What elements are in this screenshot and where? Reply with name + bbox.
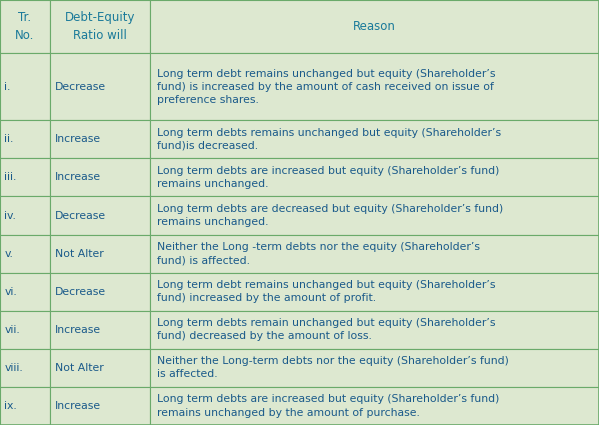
Text: Increase: Increase (55, 325, 101, 335)
Text: v.: v. (4, 249, 13, 258)
Bar (50, 196, 150, 235)
Bar (50, 387, 150, 425)
Text: Increase: Increase (55, 134, 101, 145)
Bar (0, 311, 50, 349)
Bar (50, 53, 150, 120)
Text: Tr.
No.: Tr. No. (16, 11, 35, 42)
Bar (0, 159, 50, 196)
Bar (150, 273, 599, 311)
Text: vii.: vii. (4, 325, 20, 335)
Bar (0, 53, 50, 120)
Text: Increase: Increase (55, 401, 101, 411)
Bar (50, 311, 150, 349)
Bar (50, 0, 150, 53)
Bar (0, 349, 50, 387)
Bar (50, 235, 150, 273)
Bar (0, 273, 50, 311)
Bar (150, 196, 599, 235)
Text: Neither the Long -term debts nor the equity (Shareholder’s
fund) is affected.: Neither the Long -term debts nor the equ… (157, 242, 480, 265)
Bar (150, 387, 599, 425)
Text: Increase: Increase (55, 173, 101, 182)
Text: Reason: Reason (353, 20, 396, 33)
Bar (150, 120, 599, 159)
Bar (50, 120, 150, 159)
Bar (50, 349, 150, 387)
Text: Long term debts are increased but equity (Shareholder’s fund)
remains unchanged.: Long term debts are increased but equity… (157, 166, 500, 189)
Text: Not Alter: Not Alter (55, 249, 104, 258)
Text: Debt-Equity
Ratio will: Debt-Equity Ratio will (65, 11, 135, 42)
Text: Long term debts are increased but equity (Shareholder’s fund)
remains unchanged : Long term debts are increased but equity… (157, 394, 500, 417)
Bar (150, 235, 599, 273)
Text: Decrease: Decrease (55, 210, 106, 221)
Bar (50, 273, 150, 311)
Text: iv.: iv. (4, 210, 16, 221)
Text: Long term debts remain unchanged but equity (Shareholder’s
fund) decreased by th: Long term debts remain unchanged but equ… (157, 318, 496, 341)
Text: Long term debts are decreased but equity (Shareholder’s fund)
remains unchanged.: Long term debts are decreased but equity… (157, 204, 504, 227)
Text: ix.: ix. (4, 401, 17, 411)
Text: Decrease: Decrease (55, 287, 106, 297)
Text: i.: i. (4, 82, 11, 92)
Text: vi.: vi. (4, 287, 17, 297)
Text: Not Alter: Not Alter (55, 363, 104, 373)
Text: Long term debt remains unchanged but equity (Shareholder’s
fund) is increased by: Long term debt remains unchanged but equ… (157, 68, 496, 105)
Bar (0, 0, 50, 53)
Bar (0, 196, 50, 235)
Bar (150, 0, 599, 53)
Bar (150, 311, 599, 349)
Bar (0, 120, 50, 159)
Bar (50, 159, 150, 196)
Text: Neither the Long-term debts nor the equity (Shareholder’s fund)
is affected.: Neither the Long-term debts nor the equi… (157, 356, 509, 380)
Bar (150, 159, 599, 196)
Text: ii.: ii. (4, 134, 14, 145)
Text: viii.: viii. (4, 363, 23, 373)
Bar (0, 235, 50, 273)
Text: Long term debts remains unchanged but equity (Shareholder’s
fund)is decreased.: Long term debts remains unchanged but eq… (157, 128, 501, 151)
Bar (150, 53, 599, 120)
Bar (150, 349, 599, 387)
Text: iii.: iii. (4, 173, 17, 182)
Text: Long term debt remains unchanged but equity (Shareholder’s
fund) increased by th: Long term debt remains unchanged but equ… (157, 280, 496, 303)
Bar (0, 387, 50, 425)
Text: Decrease: Decrease (55, 82, 106, 92)
